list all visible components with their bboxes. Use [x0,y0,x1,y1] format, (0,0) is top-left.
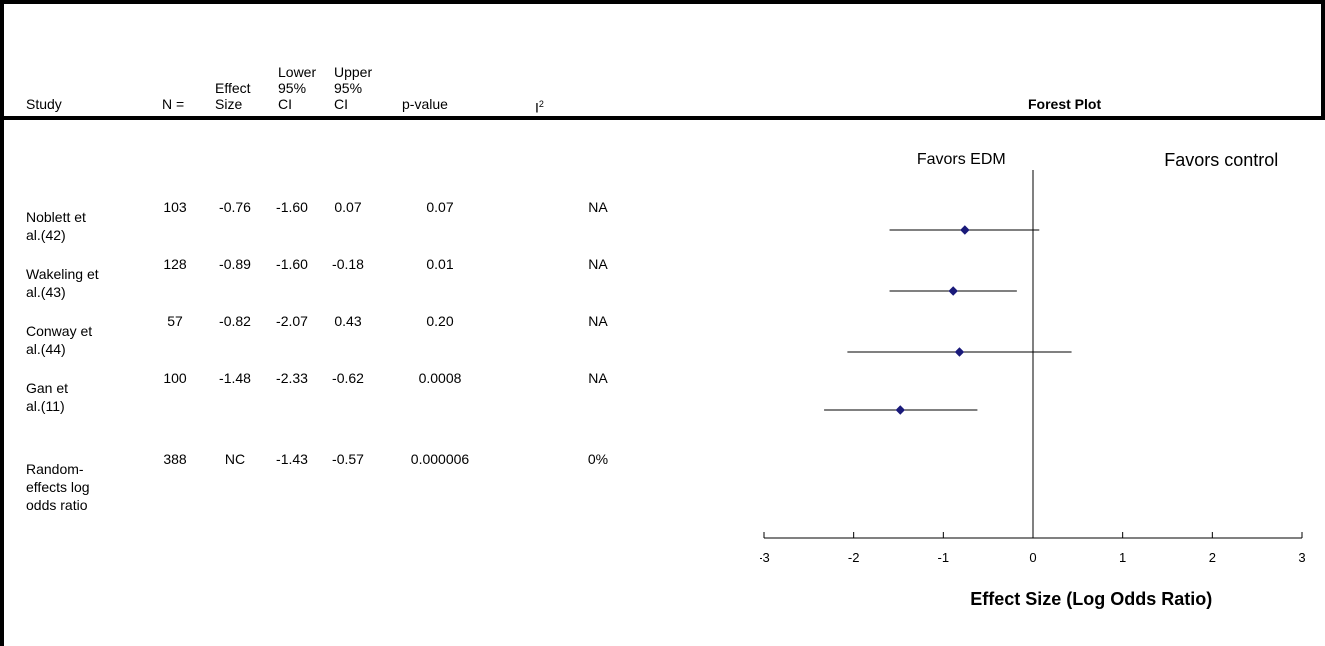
header-i2-base: I [535,99,539,116]
header-lower-ci-line1: Lower [278,64,317,80]
header-rule [0,116,1325,120]
forest-plot-svg: -3 -2 -1 0 1 2 3 Favors EDM Favors control Effect… [760,150,1306,609]
effect-size-marker [895,405,906,415]
x-tick-label: 2 [1209,550,1216,565]
cell-n: 388 [163,451,187,467]
cell-lower: -1.60 [276,199,308,215]
cell-effect-size: -0.76 [219,199,251,215]
cell-p: 0.0008 [418,370,462,386]
study-name: Wakeling et al.(43) [26,265,99,301]
cell-upper: -0.18 [332,256,364,272]
cell-p: 0.20 [426,313,454,329]
header-lower-ci: Lower 95% CI [278,64,316,112]
cell-lower: -1.43 [276,451,308,467]
cell-effect-size: -0.89 [219,256,251,272]
study-name: Noblett et al.(42) [26,208,86,244]
cell-i2: 0% [587,451,609,467]
header-forest-plot: Forest Plot [1028,96,1102,112]
header-i2-superscript: 2 [538,99,544,109]
x-axis-title: Effect Size (Log Odds Ratio) [970,589,1212,609]
x-tick-label: -2 [848,550,860,565]
header-study: Study [26,96,62,112]
study-name-line: al.(43) [26,284,66,300]
cell-upper: 0.43 [334,313,362,329]
study-name: Random-effects log odds ratio [26,460,90,514]
header-lower-ci-line2: 95% [278,80,307,96]
header-n: N = [162,96,185,112]
study-name-line: Gan et [26,380,69,396]
cell-effect-size: -1.48 [219,370,251,386]
left-border [0,0,4,646]
top-border [0,0,1325,4]
right-border [1321,0,1325,118]
header-upper-ci-line2: 95% [334,80,363,96]
effect-size-marker [948,286,958,296]
cell-effect-size: NC [224,451,246,467]
header-p-value: p-value [402,96,448,112]
cell-effect-size: -0.82 [219,313,251,329]
cell-p: 0.01 [426,256,454,272]
cell-upper: 0.07 [334,199,362,215]
header-upper-ci: Upper 95% CI [334,64,372,112]
header-upper-ci-line3: CI [334,96,348,112]
x-tick-label: 3 [1298,550,1305,565]
study-name-line: Noblett et [26,209,86,225]
cell-i2: NA [588,370,608,386]
study-name-line: odds ratio [26,497,88,513]
favors-left-label: Favors EDM [917,151,1006,168]
study-name-line: Random- [26,461,84,477]
cell-n: 57 [167,313,183,329]
cell-upper: -0.57 [332,451,364,467]
header-upper-ci-line1: Upper [334,64,373,80]
study-name-line: Wakeling et [26,266,99,282]
study-name-line: effects log [26,479,90,495]
header-effect-size-line1: Effect [215,80,251,96]
x-tick-label: 0 [1029,550,1036,565]
study-name: Conway et al.(44) [26,322,92,358]
cell-p: 0.000006 [410,451,470,467]
x-tick-label: -3 [760,550,770,565]
effect-size-marker [954,347,965,357]
header-lower-ci-line3: CI [278,96,292,112]
header-i2: I2 [535,96,544,116]
cell-i2: NA [588,256,608,272]
study-name: Gan et al.(11) [26,379,68,415]
cell-n: 103 [163,199,187,215]
x-tick-label: -1 [938,550,950,565]
header-effect-size: Effect Size [215,80,251,112]
header-effect-size-line2: Size [215,96,243,112]
cell-p: 0.07 [426,199,454,215]
x-tick-label: 1 [1119,550,1126,565]
cell-lower: -2.07 [276,313,308,329]
cell-lower: -2.33 [276,370,308,386]
cell-i2: NA [588,199,608,215]
cell-n: 128 [163,256,187,272]
study-name-line: al.(11) [26,398,65,414]
effect-size-marker [960,225,970,235]
cell-i2: NA [588,313,608,329]
cell-n: 100 [163,370,187,386]
study-name-line: al.(44) [26,341,66,357]
forest-plot: -3 -2 -1 0 1 2 3 Favors EDM Favors control Effect… [760,120,1320,646]
favors-right-label: Favors control [1164,150,1278,170]
cell-lower: -1.60 [276,256,308,272]
study-name-line: Conway et [26,323,93,339]
study-name-line: al.(42) [26,227,66,243]
cell-upper: -0.62 [332,370,364,386]
